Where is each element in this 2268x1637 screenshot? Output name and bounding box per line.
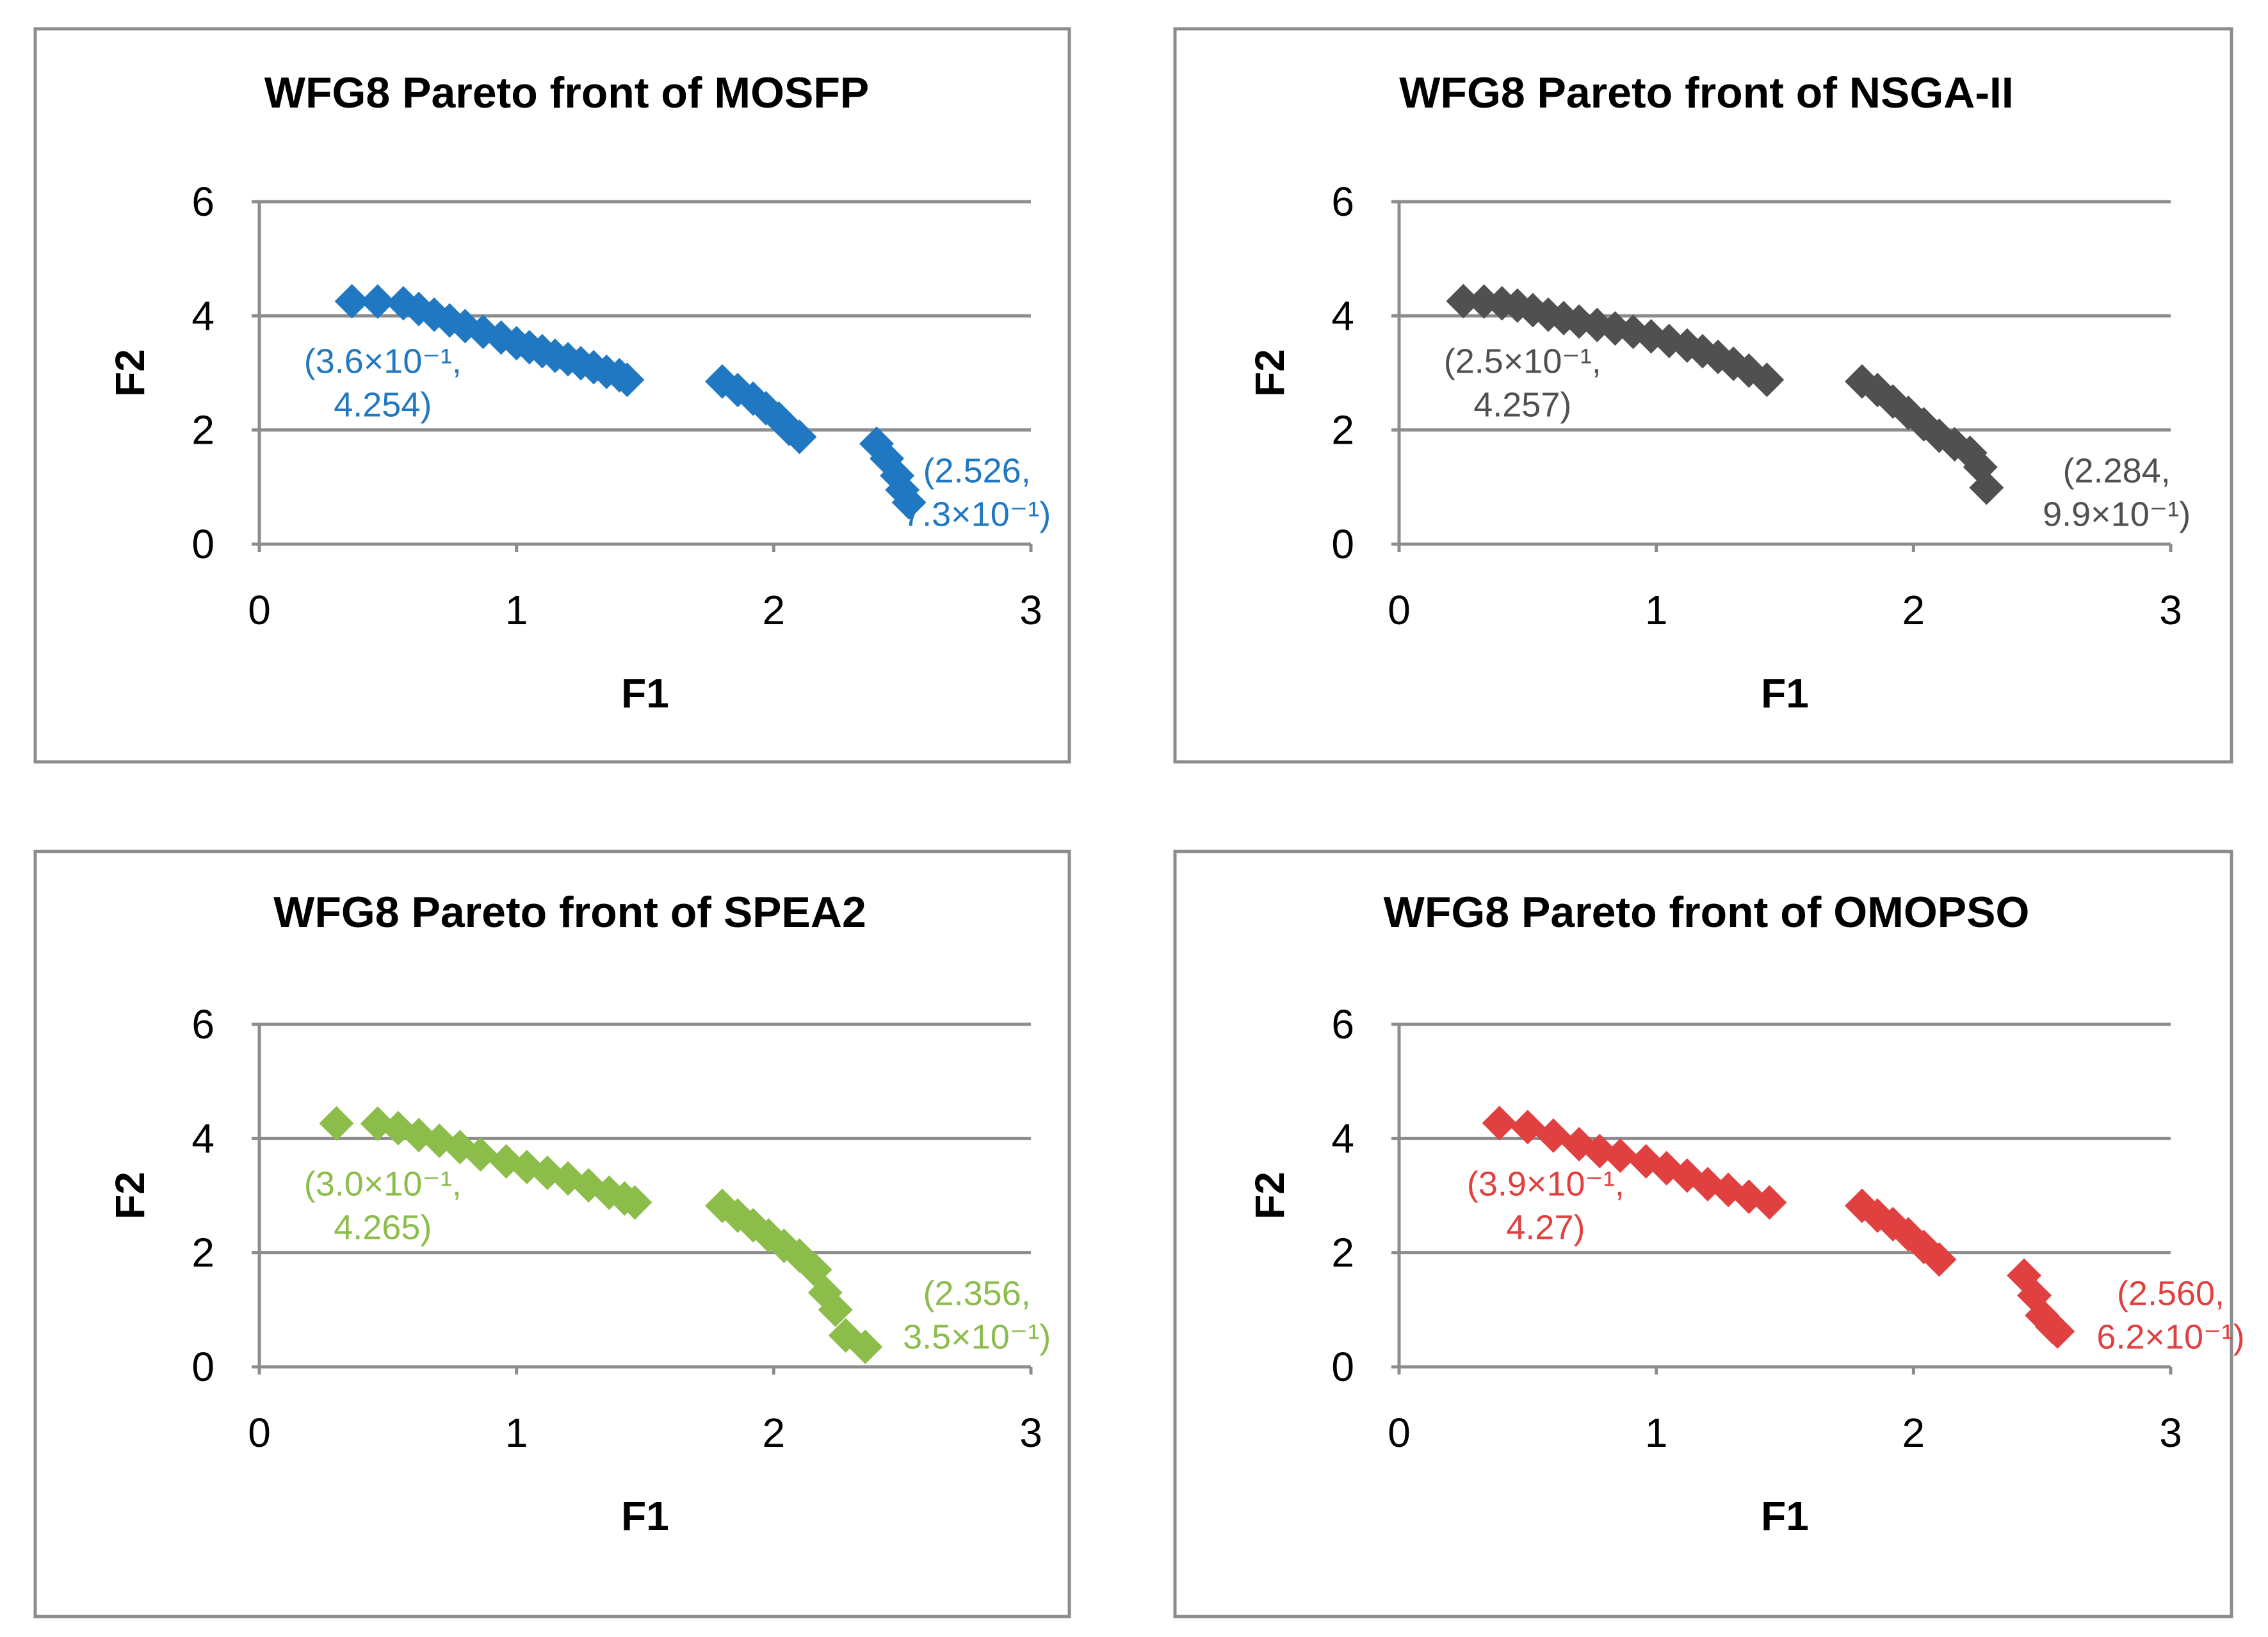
x-tick-label: 1: [1645, 1410, 1668, 1456]
chart-title: WFG8 Pareto front of MOSFP: [264, 69, 869, 117]
x-tick-label: 0: [248, 587, 271, 633]
x-tick-label: 0: [1388, 587, 1411, 633]
y-axis-title: F2: [1247, 349, 1293, 397]
data-point: [2017, 1278, 2052, 1313]
x-tick-label: 3: [2159, 587, 2182, 633]
x-tick-label: 1: [1645, 587, 1668, 633]
y-tick-label: 2: [191, 1230, 215, 1276]
y-tick-label: 6: [1331, 1001, 1354, 1047]
data-point: [360, 284, 395, 319]
chart-panel-4: WFG8 Pareto front of OMOPSO 0 2 4 6 0 1 2 3 F1 F2 (…: [1173, 850, 2245, 1618]
data-label: (2.5×10⁻¹, 4.257): [1444, 343, 1601, 424]
data-label: (2.356, 3.5×10⁻¹): [903, 1275, 1051, 1357]
y-tick-label: 0: [191, 1344, 215, 1390]
data-label: (2.560, 6.2×10⁻¹): [2096, 1275, 2244, 1357]
x-axis-title: F1: [621, 670, 669, 716]
data-point: [1922, 1242, 1957, 1277]
y-tick-label: 6: [191, 1001, 215, 1047]
y-tick-label: 0: [1331, 1344, 1354, 1390]
data-point: [1749, 362, 1785, 398]
data-point: [1969, 470, 2004, 505]
data-label: (3.0×10⁻¹, 4.265): [304, 1165, 462, 1247]
y-tick-label: 2: [191, 407, 215, 453]
chart-title: WFG8 Pareto front of OMOPSO: [1384, 888, 2030, 937]
data-point: [1446, 284, 1481, 319]
x-tick-label: 1: [505, 587, 528, 633]
x-tick-label: 2: [1902, 587, 1925, 633]
x-tick-label: 1: [505, 1410, 528, 1456]
y-tick-label: 0: [1331, 521, 1354, 567]
data-point: [319, 1106, 354, 1141]
x-tick-label: 3: [1019, 587, 1042, 633]
chart-panel-2: WFG8 Pareto front of NSGA-II 0 2 4 6 0 1 2 3 F1 F2…: [1173, 27, 2233, 764]
x-tick-label: 0: [248, 1410, 271, 1456]
data-point: [1603, 1138, 1638, 1173]
data-label: (2.526, 7.3×10⁻¹): [903, 452, 1051, 534]
x-axis-title: F1: [621, 1493, 669, 1539]
data-point: [848, 1329, 883, 1364]
x-tick-label: 2: [1902, 1410, 1925, 1456]
x-tick-label: 2: [763, 587, 786, 633]
data-point: [610, 362, 645, 398]
data-point: [617, 1185, 652, 1220]
y-axis-title: F2: [1247, 1172, 1293, 1220]
chart-title: WFG8 Pareto front of SPEA2: [273, 888, 866, 937]
chart-frame: [33, 27, 1071, 764]
chart-title: WFG8 Pareto front of NSGA-II: [1399, 69, 2014, 117]
x-tick-label: 0: [1388, 1410, 1411, 1456]
y-tick-label: 4: [191, 293, 215, 339]
x-axis-title: F1: [1761, 1493, 1809, 1539]
chart-frame: [1173, 27, 2233, 764]
x-tick-label: 3: [2159, 1410, 2182, 1456]
y-axis-title: F2: [107, 1172, 153, 1220]
data-point: [891, 485, 927, 520]
data-point: [1482, 1106, 1517, 1141]
data-label: (3.6×10⁻¹, 4.254): [304, 343, 462, 424]
data-point: [1546, 300, 1582, 335]
chart-frame: [33, 850, 1071, 1618]
x-tick-label: 2: [763, 1410, 786, 1456]
y-tick-label: 4: [1331, 293, 1354, 339]
data-point: [334, 284, 369, 319]
data-point: [1752, 1185, 1787, 1220]
chart-panel-1: WFG8 Pareto front of MOSFP 0 2 4 6 0 1 2 3 F1 F2 (3…: [33, 27, 1071, 764]
y-tick-label: 0: [191, 521, 215, 567]
x-tick-label: 3: [1019, 1410, 1042, 1456]
y-tick-label: 4: [191, 1115, 215, 1161]
y-tick-label: 2: [1331, 1230, 1354, 1276]
chart-panel-3: WFG8 Pareto front of SPEA2 0 2 4 6 0 1 2 3 F1 F2 (3…: [33, 850, 1071, 1618]
y-tick-label: 2: [1331, 407, 1354, 453]
chart-frame: [1173, 850, 2233, 1618]
data-label: (2.284, 9.9×10⁻¹): [2043, 452, 2191, 534]
data-label: (3.9×10⁻¹, 4.27): [1467, 1165, 1624, 1247]
y-tick-label: 6: [191, 179, 215, 225]
y-tick-label: 6: [1331, 179, 1354, 225]
y-tick-label: 4: [1331, 1115, 1354, 1161]
data-point: [782, 419, 817, 455]
data-point: [2040, 1314, 2075, 1349]
data-point: [818, 1292, 853, 1327]
data-point: [463, 1137, 498, 1172]
x-axis-title: F1: [1761, 670, 1809, 716]
y-axis-title: F2: [107, 349, 153, 397]
data-point: [448, 309, 483, 344]
